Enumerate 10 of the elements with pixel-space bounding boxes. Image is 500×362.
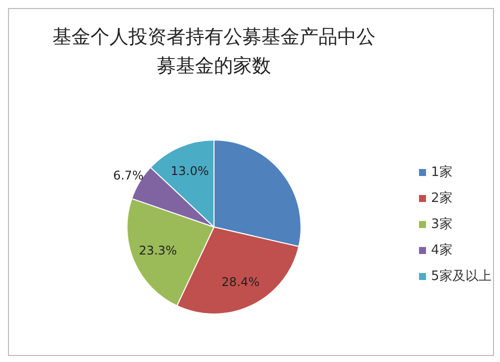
legend-label: 2家 <box>431 190 452 207</box>
data-label: 28.4% <box>222 274 260 289</box>
legend-label: 5家及以上 <box>431 268 492 285</box>
data-label: 6.7% <box>113 168 144 182</box>
chart-title: 基金个人投资者持有公募基金产品中公募基金的家数 <box>52 25 376 79</box>
legend-label: 3家 <box>431 216 452 233</box>
data-label: 23.3% <box>138 244 177 258</box>
data-label: 13.0% <box>170 164 209 178</box>
legend-label: 1家 <box>431 164 452 181</box>
legend-label: 4家 <box>431 242 452 259</box>
